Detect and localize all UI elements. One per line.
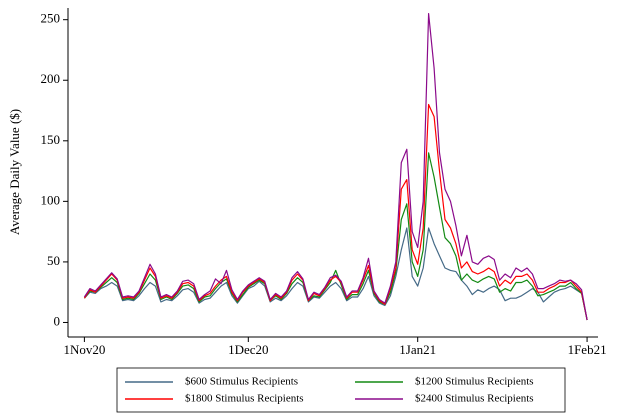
x-tick-label: 1Nov20 — [63, 342, 105, 357]
legend-label: $2400 Stimulus Recipients — [415, 393, 534, 405]
series-line — [83, 103, 588, 321]
x-tick-label: 1Dec20 — [228, 342, 268, 357]
legend-label: $1200 Stimulus Recipients — [415, 376, 534, 388]
y-tick-label: 100 — [41, 192, 61, 207]
x-tick-label: 1Feb21 — [568, 342, 607, 357]
series-line — [83, 227, 588, 321]
x-tick-label: 1Jan21 — [399, 342, 436, 357]
y-tick-label: 250 — [41, 11, 61, 26]
legend: $600 Stimulus Recipients $1200 Stimulus R… — [125, 376, 534, 405]
legend-box — [116, 367, 566, 413]
y-axis-label: Average Daily Value ($) — [7, 109, 22, 235]
legend-label: $600 Stimulus Recipients — [185, 376, 298, 388]
series-line — [83, 152, 588, 321]
y-tick-label: 50 — [47, 253, 60, 268]
y-tick-label: 150 — [41, 132, 61, 147]
y-tick-label: 0 — [54, 313, 61, 328]
y-tick-label: 200 — [41, 71, 61, 86]
series-line — [83, 13, 588, 321]
legend-label: $1800 Stimulus Recipients — [185, 393, 304, 405]
